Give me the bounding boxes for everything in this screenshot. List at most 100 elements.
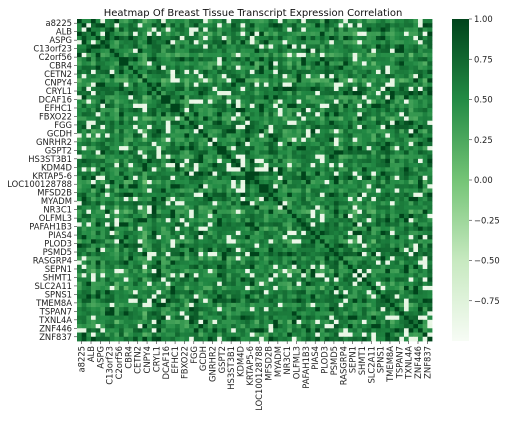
- heatmap-cell: [77, 268, 83, 274]
- heatmap-cell: [217, 82, 223, 88]
- heatmap-cell: [147, 285, 153, 291]
- heatmap-cell: [203, 120, 209, 126]
- heatmap-cell: [394, 154, 400, 160]
- heatmap-cell: [95, 201, 101, 206]
- heatmap-cell: [179, 86, 185, 92]
- heatmap-cell: [333, 256, 339, 261]
- heatmap-cell: [81, 35, 87, 41]
- heatmap-cell: [137, 226, 143, 232]
- heatmap-cell: [147, 19, 153, 24]
- heatmap-cell: [119, 74, 125, 79]
- heatmap-cell: [179, 129, 185, 134]
- heatmap-cell: [352, 277, 358, 283]
- heatmap-cell: [105, 116, 111, 122]
- heatmap-cell: [282, 35, 288, 41]
- heatmap-cell: [81, 82, 87, 88]
- heatmap-cell: [86, 184, 92, 189]
- heatmap-cell: [282, 150, 288, 155]
- heatmap-cell: [333, 86, 339, 92]
- heatmap-cell: [291, 112, 297, 117]
- heatmap-cell: [333, 61, 339, 67]
- heatmap-cell: [305, 27, 311, 33]
- heatmap-cell: [315, 235, 321, 240]
- heatmap-cell: [231, 294, 237, 300]
- heatmap-cell: [193, 294, 199, 300]
- heatmap-cell: [217, 95, 223, 100]
- heatmap-cell: [399, 213, 405, 219]
- heatmap-cell: [385, 86, 391, 92]
- heatmap-cell: [357, 180, 363, 185]
- heatmap-cell: [95, 23, 101, 28]
- heatmap-cell: [315, 44, 321, 50]
- heatmap-cell: [133, 116, 139, 122]
- heatmap-cell: [282, 260, 288, 266]
- heatmap-cell: [217, 91, 223, 96]
- heatmap-cell: [95, 78, 101, 83]
- heatmap-cell: [142, 252, 148, 257]
- heatmap-cell: [324, 99, 330, 105]
- heatmap-cell: [123, 40, 129, 45]
- heatmap-cell: [137, 281, 143, 287]
- heatmap-cell: [235, 213, 241, 219]
- heatmap-cell: [263, 201, 269, 206]
- heatmap-cell: [399, 171, 405, 177]
- heatmap-cell: [128, 260, 134, 266]
- heatmap-cell: [287, 209, 293, 215]
- heatmap-cell: [427, 74, 433, 79]
- heatmap-cell: [417, 290, 424, 295]
- heatmap-cell: [319, 277, 325, 283]
- heatmap-cell: [380, 226, 386, 232]
- heatmap-cell: [389, 91, 396, 96]
- heatmap-cell: [422, 222, 428, 228]
- heatmap-cell: [198, 69, 204, 75]
- heatmap-cell: [366, 129, 372, 134]
- heatmap-cell: [417, 163, 424, 168]
- heatmap-cell: [170, 31, 176, 37]
- heatmap-cell: [161, 35, 167, 41]
- heatmap-cell: [352, 129, 358, 134]
- heatmap-cell: [301, 65, 307, 71]
- heatmap-cell: [389, 86, 396, 92]
- heatmap-cell: [268, 252, 274, 257]
- heatmap-cell: [179, 78, 185, 83]
- heatmap-cell: [203, 201, 209, 206]
- heatmap-cell: [81, 146, 87, 151]
- heatmap-cell: [417, 218, 424, 223]
- heatmap-cell: [347, 48, 353, 54]
- heatmap-cell: [254, 192, 260, 198]
- heatmap-cell: [245, 154, 251, 160]
- heatmap-cell: [207, 256, 213, 261]
- heatmap-cell: [151, 129, 157, 134]
- heatmap-cell: [142, 209, 148, 215]
- heatmap-cell: [156, 175, 162, 181]
- heatmap-cell: [263, 230, 269, 236]
- heatmap-cell: [371, 285, 377, 291]
- heatmap-cell: [273, 230, 279, 236]
- heatmap-cell: [287, 52, 293, 58]
- heatmap-cell: [296, 281, 302, 287]
- heatmap-cell: [91, 74, 97, 79]
- heatmap-cell: [338, 150, 344, 155]
- heatmap-cell: [366, 273, 372, 278]
- heatmap-cell: [343, 213, 349, 219]
- heatmap-cell: [114, 184, 120, 189]
- heatmap-cell: [128, 52, 134, 58]
- heatmap-cell: [119, 201, 125, 206]
- heatmap-cell: [329, 86, 335, 92]
- heatmap-cell: [413, 91, 419, 96]
- heatmap-cell: [282, 180, 288, 185]
- heatmap-cell: [91, 19, 97, 24]
- heatmap-cell: [417, 180, 424, 185]
- heatmap-cell: [231, 281, 237, 287]
- heatmap-cell: [198, 129, 204, 134]
- heatmap-cell: [179, 27, 185, 33]
- heatmap-cell: [151, 209, 157, 215]
- heatmap-cell: [179, 175, 185, 181]
- heatmap-cell: [408, 213, 414, 219]
- heatmap-cell: [221, 146, 227, 151]
- heatmap-cell: [184, 290, 190, 295]
- heatmap-cell: [305, 103, 311, 109]
- heatmap-cell: [156, 141, 162, 147]
- heatmap-cell: [319, 27, 325, 33]
- heatmap-cell: [123, 57, 129, 62]
